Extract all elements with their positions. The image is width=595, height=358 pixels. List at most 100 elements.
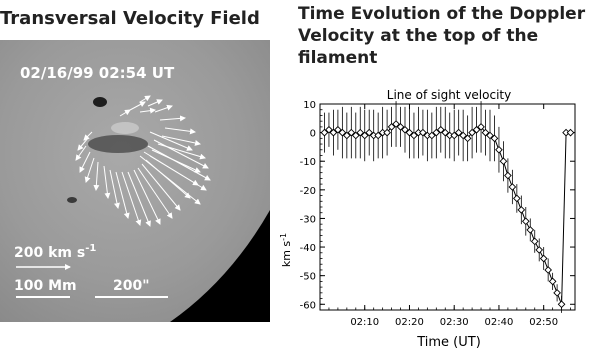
data-point	[517, 206, 526, 214]
velocity-vector	[127, 171, 151, 227]
data-point	[508, 183, 517, 191]
y-tick-label: -40	[300, 243, 316, 254]
data-point	[410, 131, 418, 140]
x-tick-label: 02:10	[350, 317, 379, 328]
x-tick-label: 02:50	[529, 317, 558, 328]
velocity-vector	[83, 131, 93, 141]
x-tick-label: 02:40	[485, 317, 514, 328]
velocity-vector	[115, 171, 130, 219]
velocity-chart: Line of sight velocity 10 0 -10 -20 -30 -40 -5…	[278, 80, 595, 354]
data-point	[535, 246, 544, 254]
velocity-vector	[161, 135, 201, 146]
data-point	[334, 125, 342, 134]
data-point	[428, 131, 436, 140]
data-point	[343, 131, 351, 140]
y-tick-label: -60	[300, 300, 316, 311]
velocity-vector	[75, 145, 87, 161]
velocity-vector	[147, 99, 163, 107]
data-point	[468, 128, 476, 137]
data-point	[329, 128, 338, 137]
velocity-vector	[139, 155, 201, 205]
y-axis-label: km s-1	[279, 233, 293, 267]
velocity-vector	[103, 165, 111, 199]
data-point	[360, 131, 369, 140]
left-panel-title: Transversal Velocity Field	[0, 8, 260, 29]
data-point	[401, 125, 409, 134]
data-point	[477, 123, 485, 131]
data-point	[486, 131, 494, 140]
data-point	[566, 128, 575, 137]
right-title-line-3: filament	[298, 48, 378, 68]
x-axis-label: Time (UT)	[416, 335, 481, 350]
data-point	[521, 217, 530, 226]
velocity-vector	[143, 151, 207, 191]
velocity-vector	[93, 161, 100, 191]
velocity-vector	[149, 131, 193, 151]
data-point	[347, 128, 356, 137]
series-line	[324, 123, 571, 305]
data-point	[481, 128, 490, 137]
data-point	[450, 131, 459, 140]
velocity-vector	[79, 151, 91, 173]
data-point	[338, 128, 347, 137]
data-point	[365, 128, 374, 137]
filament	[88, 135, 148, 153]
data-point	[472, 125, 481, 134]
velocity-vector	[109, 169, 120, 209]
velocity-vector	[139, 95, 151, 103]
data-point	[396, 123, 405, 131]
data-point	[526, 226, 535, 234]
velocity-vector	[84, 157, 95, 183]
velocity-vector	[159, 115, 186, 122]
sunspot	[93, 97, 107, 107]
data-point	[490, 134, 499, 143]
data-point	[320, 128, 329, 137]
dark-feature	[67, 197, 77, 203]
velocity-vector	[139, 107, 156, 114]
data-point	[513, 194, 521, 203]
image-timestamp: 02/16/99 02:54 UT	[20, 64, 175, 82]
data-point	[548, 277, 557, 286]
data-point	[495, 145, 503, 154]
data-point	[544, 266, 552, 274]
data-point	[557, 300, 566, 309]
right-title-line-1: Time Evolution of the Doppler	[298, 4, 586, 24]
velocity-vector	[119, 109, 131, 117]
data-point	[499, 157, 508, 166]
velocity-scale-label: 200 km s-1	[14, 243, 96, 261]
x-tick-label: 02:30	[440, 317, 469, 328]
velocity-field-image: 02/16/99 02:54 UT 200 km s-1 100 Mm 200"	[0, 40, 270, 322]
data-point	[441, 128, 450, 137]
data-point	[374, 131, 382, 140]
velocity-vector	[141, 163, 181, 211]
velocity-vector	[121, 171, 142, 226]
velocity-vector	[153, 139, 209, 169]
limb-dark-region	[170, 210, 270, 322]
velocity-vector	[133, 169, 161, 225]
y-tick-label: -50	[300, 272, 316, 283]
bright-plage	[111, 122, 139, 134]
velocity-chart-svg: Line of sight velocity 10 0 -10 -20 -30 -40 -5…	[279, 88, 576, 350]
data-point	[436, 125, 445, 134]
data-point	[553, 288, 561, 297]
data-point	[459, 131, 467, 140]
data-point	[325, 125, 333, 134]
data-point	[387, 123, 396, 131]
data-point	[405, 128, 414, 137]
chart-title: Line of sight velocity	[387, 88, 511, 102]
arcsec-scale-label: 200"	[113, 278, 150, 294]
y-tick-label: 0	[310, 129, 316, 140]
y-tick-label: -30	[300, 214, 316, 225]
data-point	[504, 171, 512, 180]
data-point	[383, 128, 391, 137]
right-panel-title: Time Evolution of the Doppler Velocity a…	[298, 3, 588, 69]
velocity-vector	[129, 101, 146, 111]
data-point	[351, 131, 360, 140]
velocity-vector	[137, 167, 173, 219]
data-point	[530, 237, 539, 246]
velocity-vector	[154, 104, 173, 113]
length-scale-label: 100 Mm	[14, 278, 77, 294]
y-tick-label: 10	[303, 100, 316, 111]
data-point	[454, 128, 463, 137]
data-point	[432, 128, 441, 137]
